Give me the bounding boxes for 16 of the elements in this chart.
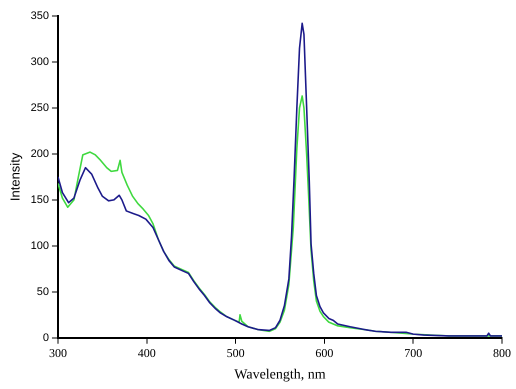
y-tick-label: 200 [30, 148, 49, 160]
x-tick-label: 300 [48, 346, 67, 360]
y-tick-label: 350 [30, 10, 49, 22]
y-tick-label: 0 [42, 332, 49, 344]
x-tick-label: 400 [138, 346, 156, 360]
x-tick-label: 500 [226, 346, 245, 360]
x-axis-title: Wavelength, nm [234, 367, 326, 382]
y-tick-label: 300 [30, 56, 49, 68]
y-axis-title: Intensity [7, 152, 22, 202]
y-tick-label: 150 [30, 194, 49, 206]
y-tick-label: 100 [30, 240, 49, 252]
y-tick-label: 250 [30, 102, 49, 114]
x-tick-label: 600 [315, 346, 334, 360]
x-tick-label: 800 [493, 346, 511, 360]
x-tick-label: 700 [404, 346, 422, 360]
y-tick-label: 50 [36, 286, 49, 298]
